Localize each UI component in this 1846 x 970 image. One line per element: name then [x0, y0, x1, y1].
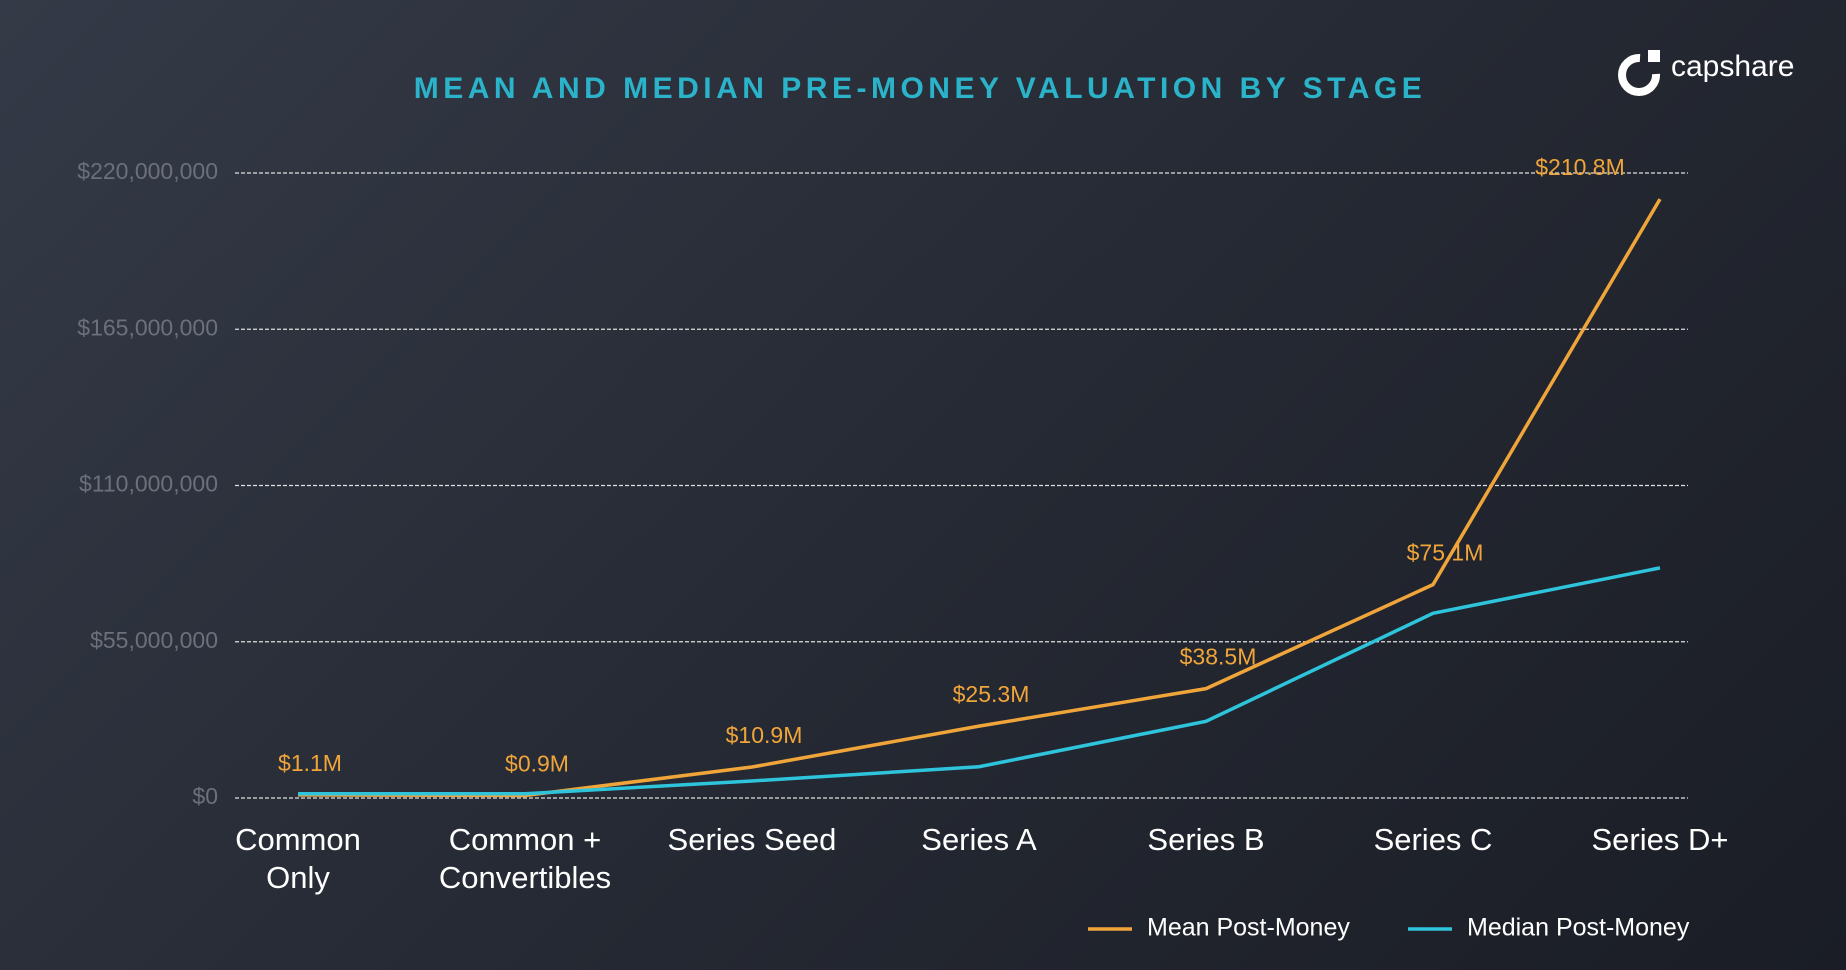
y-tick-label: $165,000,000 [77, 314, 218, 340]
x-tick-label: Series Seed [667, 822, 837, 857]
y-tick-label: $110,000,000 [79, 471, 218, 497]
legend-label: Median Post-Money [1467, 914, 1690, 942]
data-label: $210.8M [1535, 154, 1625, 180]
y-tick-label: $0 [192, 783, 218, 809]
x-tick-label: Series A [921, 822, 1037, 857]
x-tick-label: Common Only [235, 822, 361, 895]
x-tick-label: Common + Convertibles [438, 822, 612, 895]
chart-title: MEAN AND MEDIAN PRE-MONEY VALUATION BY S… [414, 72, 1426, 105]
series-line [298, 566, 1661, 796]
data-label: $75.1M [1407, 540, 1484, 566]
x-tick-label: Series D+ [1591, 822, 1729, 857]
logo-icon-square [1648, 50, 1660, 62]
y-tick-label: $220,000,000 [77, 158, 218, 184]
data-label: $38.5M [1180, 644, 1257, 670]
logo: capshare [1618, 50, 1794, 96]
data-label: $25.3M [953, 681, 1030, 707]
legend-label: Mean Post-Money [1147, 914, 1350, 942]
x-tick-label: Series C [1373, 822, 1493, 857]
y-tick-label: $55,000,000 [90, 627, 218, 653]
logo-icon [1618, 53, 1661, 96]
data-label: $0.9M [505, 751, 569, 777]
data-label: $10.9M [726, 722, 803, 748]
data-label: $1.1M [278, 750, 342, 776]
brand: capshare [1671, 50, 1794, 83]
x-tick-label: Series B [1147, 822, 1265, 857]
